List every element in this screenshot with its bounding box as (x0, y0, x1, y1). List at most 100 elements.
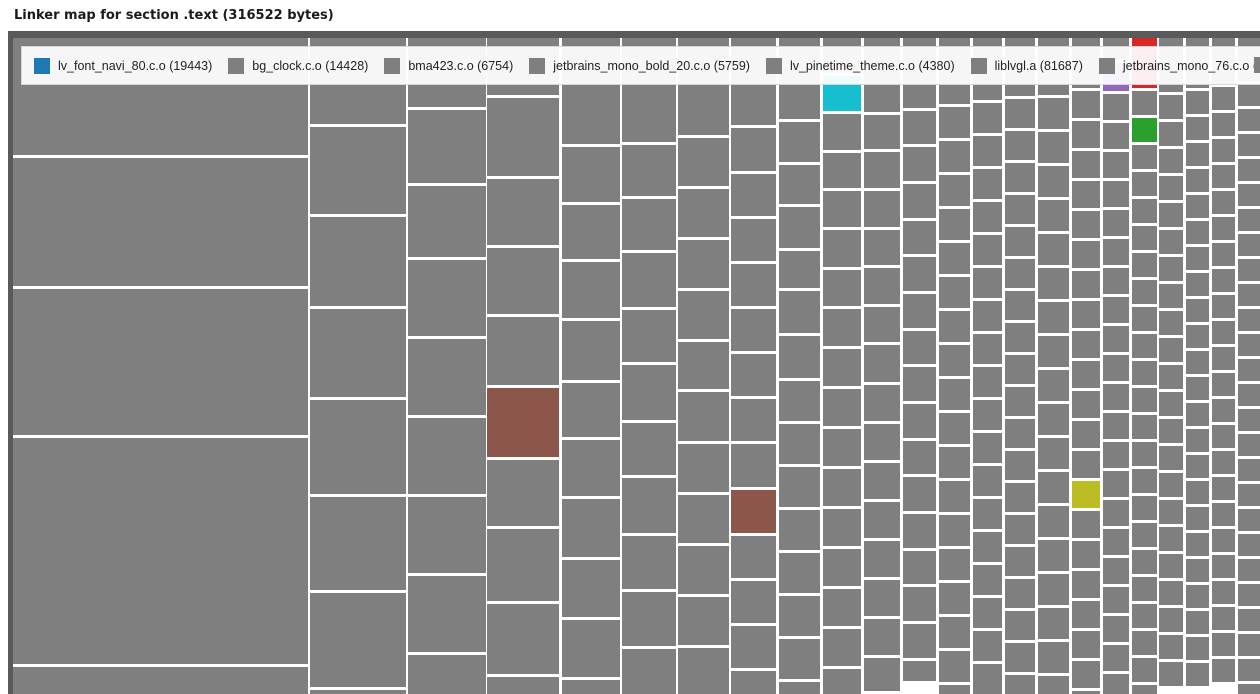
treemap-cell (779, 596, 820, 636)
legend-item: bma423.c.o (6754) (384, 57, 514, 74)
treemap-cell (562, 680, 620, 694)
treemap-cell (939, 685, 970, 694)
treemap-cell (1186, 247, 1209, 270)
treemap-cell (1212, 503, 1235, 526)
treemap-cell (1072, 451, 1100, 478)
treemap-cell (1072, 271, 1100, 298)
treemap-cell (903, 147, 936, 181)
treemap-cell (1212, 87, 1235, 110)
treemap-cell (903, 331, 936, 364)
treemap-cell (1186, 533, 1209, 556)
treemap-cell (779, 122, 820, 162)
treemap-cell (678, 597, 729, 645)
treemap-cell (1038, 98, 1069, 129)
legend-label: jetbrains_mono_bold_20.c.o (5759) (553, 58, 750, 73)
treemap-cell (1005, 643, 1035, 672)
treemap-cell (1212, 295, 1235, 318)
treemap-cell (622, 310, 676, 362)
treemap-cell (1159, 311, 1183, 335)
treemap-cell (939, 379, 970, 410)
treemap-cell (1038, 302, 1069, 333)
treemap-cell (779, 467, 820, 507)
treemap-cell (823, 549, 861, 586)
treemap-cell (408, 418, 486, 494)
treemap-cell (1005, 451, 1035, 480)
treemap-cell (864, 463, 900, 499)
treemap-cell (678, 240, 729, 288)
treemap-cell (973, 367, 1002, 397)
treemap-cell (823, 589, 861, 626)
treemap-cell (678, 291, 729, 339)
treemap-cell (973, 598, 1002, 628)
treemap-cell (1038, 336, 1069, 367)
treemap-cell (1159, 662, 1183, 686)
treemap-cell (1159, 338, 1183, 362)
treemap-cell (731, 626, 776, 668)
treemap-cell (731, 354, 776, 396)
legend: lv_font_navi_80.c.o (19443) bg_clock.c.o … (21, 46, 1260, 85)
treemap-cell (1212, 477, 1235, 500)
treemap-cell (779, 553, 820, 593)
treemap-cell (1072, 691, 1100, 694)
treemap-cell (1005, 195, 1035, 224)
treemap-cell (903, 367, 936, 401)
treemap-cell (1238, 434, 1260, 456)
treemap-cell (310, 400, 406, 494)
treemap-cell (903, 624, 936, 658)
treemap-cell (487, 529, 559, 601)
treemap-cell (1103, 558, 1129, 584)
treemap-cell (1072, 121, 1100, 148)
treemap-cell (1186, 351, 1209, 374)
treemap-cell (13, 438, 308, 664)
treemap-cell (1005, 579, 1035, 608)
treemap-cell (864, 658, 900, 691)
treemap-cell (1005, 419, 1035, 448)
treemap-cell (823, 191, 861, 227)
treemap-cell (1005, 355, 1035, 384)
treemap-cell (562, 383, 620, 437)
treemap-cell (1159, 581, 1183, 605)
treemap-cell (731, 264, 776, 306)
treemap-cell (1072, 601, 1100, 628)
treemap-cell (1072, 631, 1100, 658)
treemap-cell (864, 502, 900, 538)
treemap-cell (1038, 642, 1069, 673)
treemap-cell (823, 509, 861, 546)
treemap-cell (973, 334, 1002, 364)
legend-swatch (765, 57, 782, 74)
treemap-cell (731, 128, 776, 171)
treemap-cell (903, 477, 936, 511)
treemap-cell (1005, 675, 1035, 694)
treemap-cell (1132, 550, 1157, 574)
treemap-cell (1238, 334, 1260, 356)
treemap-cell (1072, 151, 1100, 178)
treemap-cell (779, 682, 820, 694)
treemap-cell (1132, 604, 1157, 628)
treemap-cell (1038, 132, 1069, 163)
treemap-cell (779, 639, 820, 679)
treemap-cell (1212, 191, 1235, 214)
treemap-cell (779, 251, 820, 288)
legend-swatch (34, 57, 50, 74)
treemap-cell (1072, 571, 1100, 598)
treemap-cell (1159, 473, 1183, 497)
treemap-cell (1038, 268, 1069, 299)
legend-label: bma423.c.o (6754) (408, 58, 514, 73)
treemap-cell (864, 268, 900, 304)
treemap-cell (310, 497, 406, 590)
treemap-cell (678, 392, 729, 441)
treemap-cell (408, 186, 486, 257)
treemap-cell (1038, 574, 1069, 605)
treemap-cell (1212, 659, 1235, 682)
treemap-cell (1132, 658, 1157, 682)
treemap-cell (1072, 241, 1100, 268)
treemap-cell (823, 114, 861, 150)
treemap-cell (1212, 165, 1235, 188)
treemap-cell (1005, 387, 1035, 416)
treemap-cell (1159, 365, 1183, 389)
treemap-cell (939, 617, 970, 648)
treemap-cell (864, 191, 900, 227)
treemap-cell (1103, 297, 1129, 323)
treemap-cell (1212, 581, 1235, 604)
